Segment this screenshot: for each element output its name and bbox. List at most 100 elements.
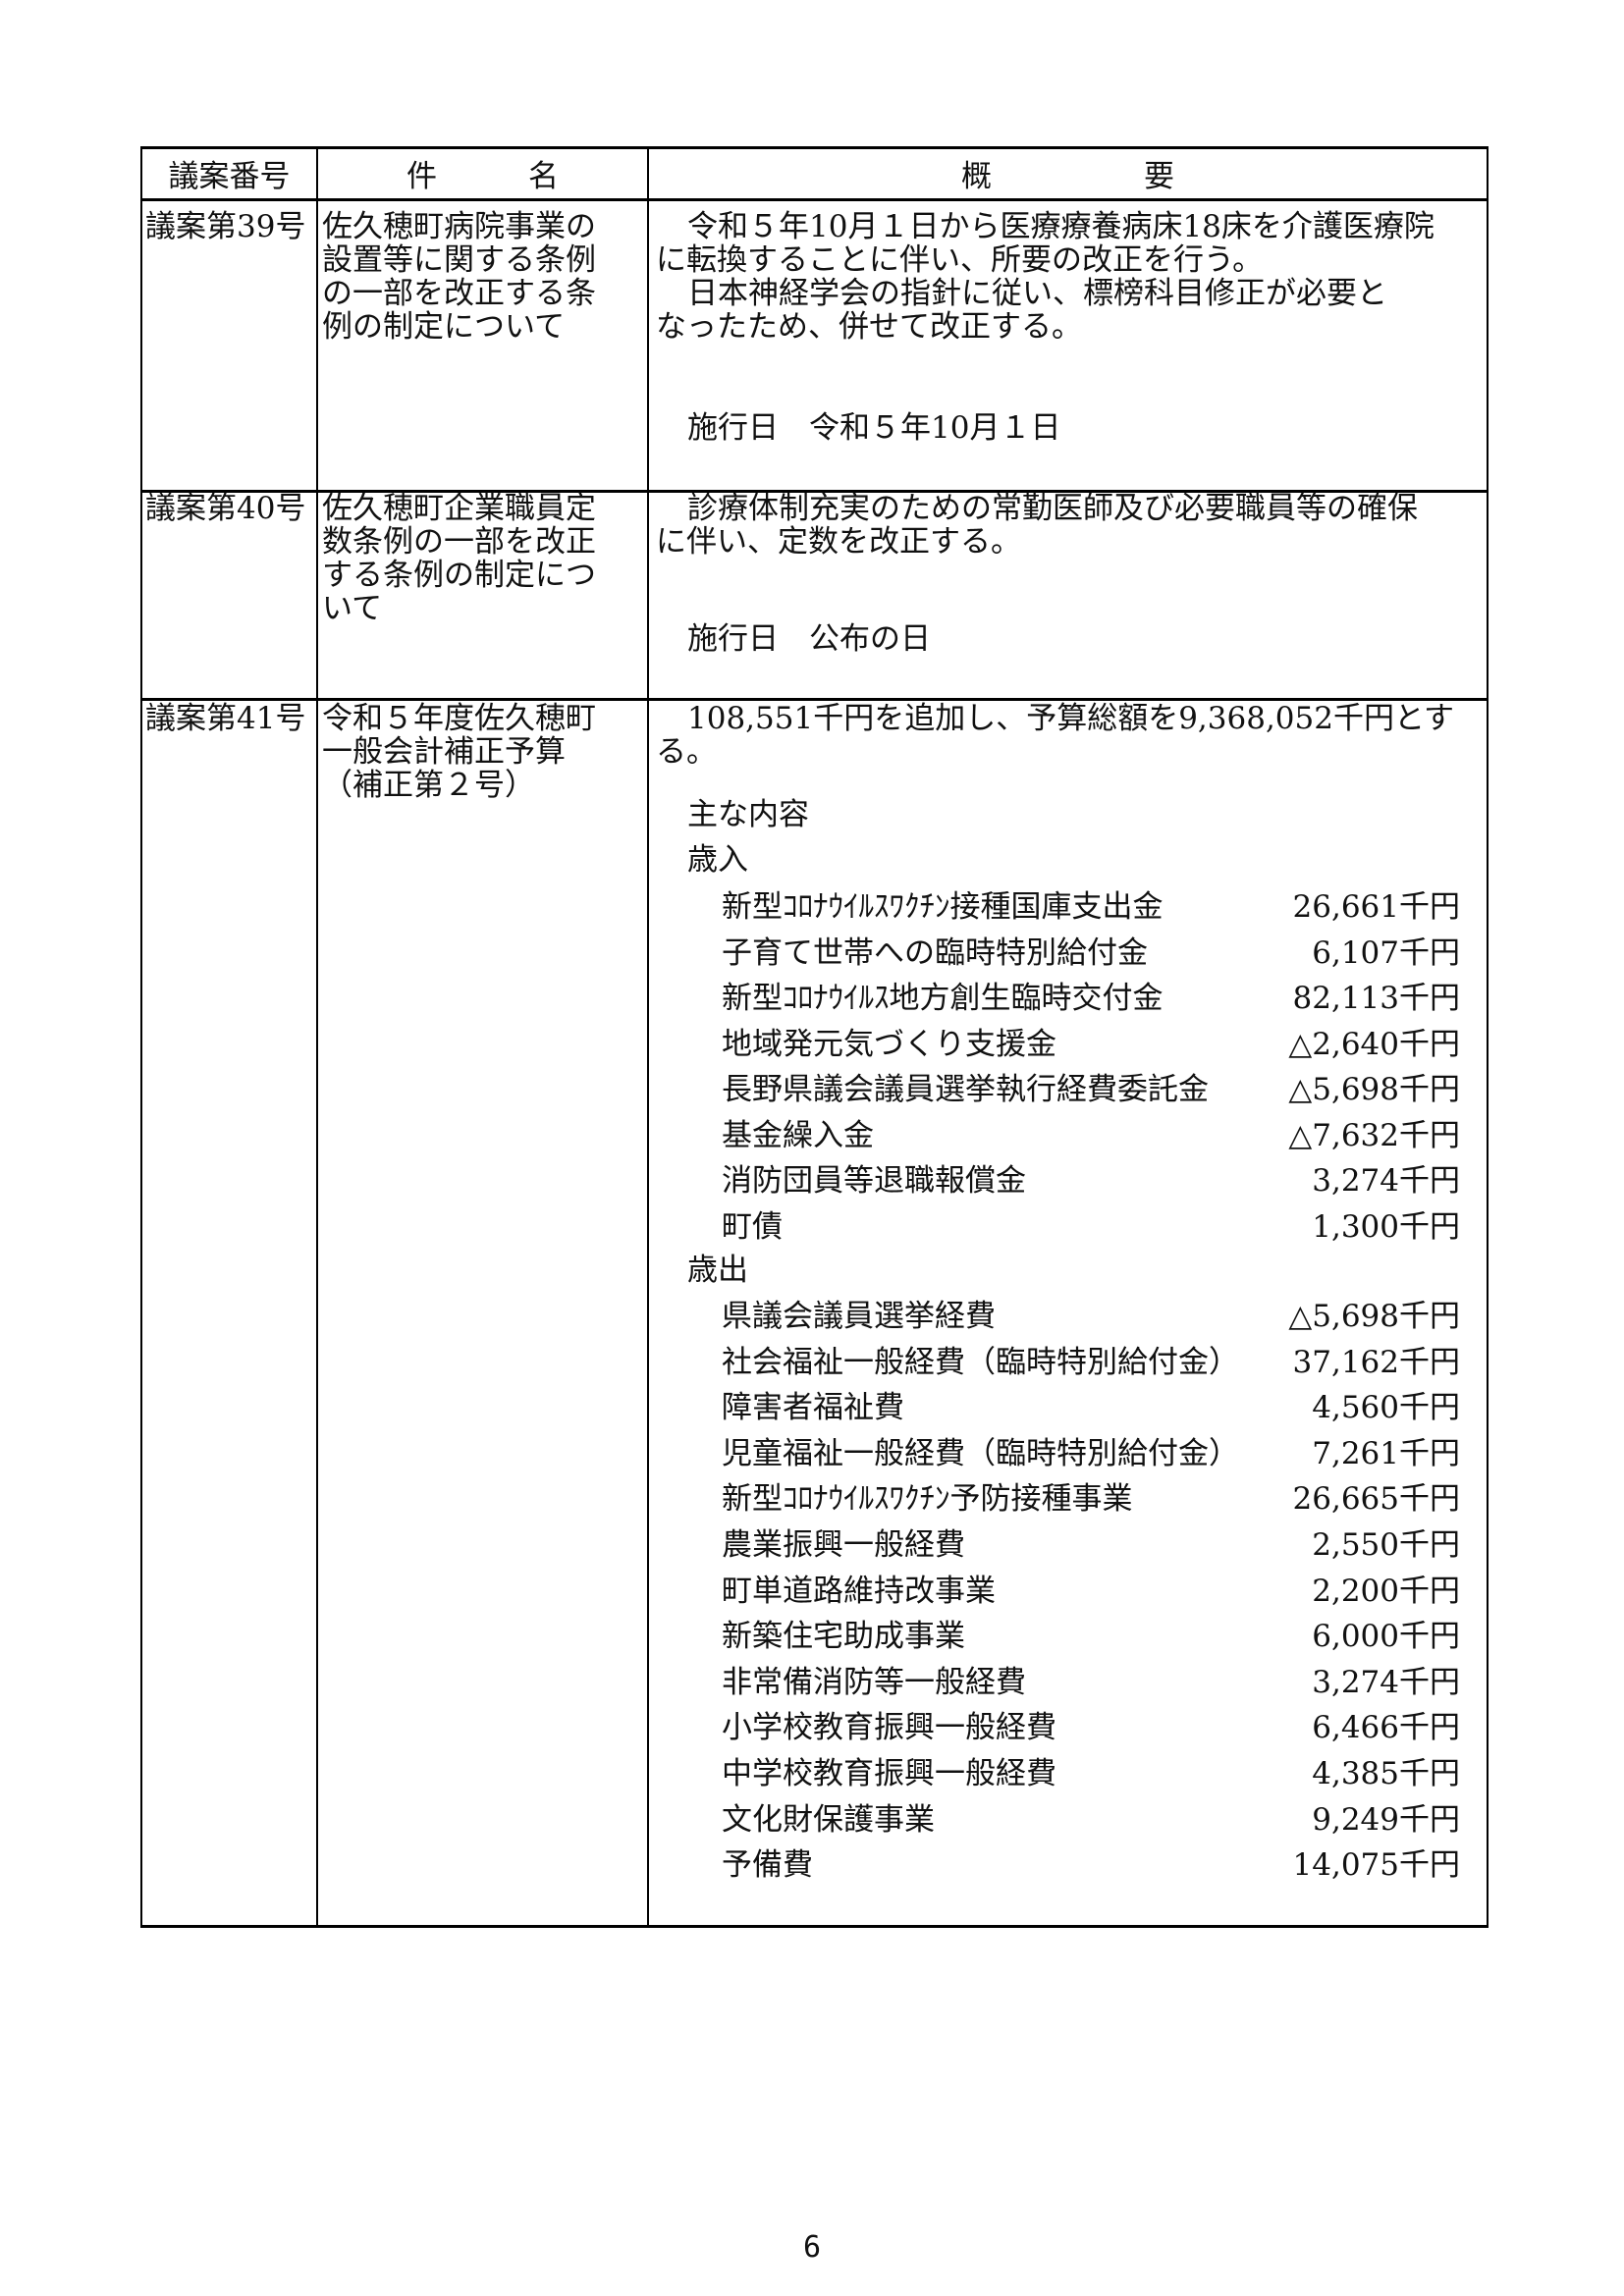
budget-item: 地域発元気づくり支援金 △2,640千円 — [722, 1022, 1460, 1067]
budget-item: 社会福祉一般経費（臨時特別給付金） 37,162千円 — [722, 1340, 1460, 1385]
budget-item: 文化財保護事業 9,249千円 — [722, 1797, 1460, 1842]
summary-line: 108,551千円を追加し、予算総額を9,368,052千円とす — [687, 701, 1455, 736]
row-divider — [140, 490, 1489, 493]
header-title: 件 名 — [406, 159, 559, 194]
page-number: 6 — [802, 2230, 822, 2265]
effective-date: 施行日 公布の日 — [687, 621, 931, 657]
budget-item-label: 県議会議員選挙経費 — [722, 1299, 996, 1334]
budget-item: 新築住宅助成事業 6,000千円 — [722, 1614, 1460, 1659]
budget-item-amount: 26,665千円 — [1292, 1481, 1460, 1518]
budget-item-label: 子育て世帯への臨時特別給付金 — [722, 934, 1148, 971]
table-border-left — [140, 146, 142, 1928]
budget-item: 新型ｺﾛﾅｳｲﾙｽﾜｸﾁﾝ接種国庫支出金 26,661千円 — [722, 884, 1460, 930]
budget-item-amount: 4,560千円 — [1312, 1390, 1460, 1426]
budget-item-label: 新築住宅助成事業 — [722, 1619, 965, 1655]
bill-title-line: いて — [322, 591, 383, 626]
budget-item-amount: 82,113千円 — [1292, 981, 1460, 1016]
budget-item-label: 児童福祉一般経費（臨時特別給付金） — [722, 1435, 1239, 1471]
budget-item-amount: 1,300千円 — [1312, 1208, 1460, 1245]
revenue-label: 歳入 — [687, 842, 748, 878]
budget-item-label: 地域発元気づくり支援金 — [722, 1026, 1056, 1062]
budget-item-label: 非常備消防等一般経費 — [722, 1664, 1026, 1700]
budget-item-label: 社会福祉一般経費（臨時特別給付金） — [722, 1344, 1239, 1380]
budget-item-label: 農業振興一般経費 — [722, 1527, 965, 1563]
budget-item-amount: △2,640千円 — [1288, 1026, 1460, 1062]
summary-line: に転換することに伴い、所要の改正を行う。 — [656, 242, 1264, 278]
column-divider — [316, 146, 318, 1928]
budget-item-amount: 6,466千円 — [1312, 1710, 1460, 1746]
summary-line: 日本神経学会の指針に従い、標榜科目修正が必要と — [687, 276, 1387, 311]
summary-line: 診療体制充実のための常勤医師及び必要職員等の確保 — [687, 491, 1418, 526]
budget-item-label: 町債 — [722, 1208, 783, 1245]
bill-title-line: 数条例の一部を改正 — [322, 524, 596, 560]
budget-item-label: 新型ｺﾛﾅｳｲﾙｽﾜｸﾁﾝ接種国庫支出金 — [722, 889, 1164, 925]
summary-line: に伴い、定数を改正する。 — [656, 524, 1021, 560]
summary-line: る。 — [656, 734, 717, 770]
bill-number: 議案第41号 — [145, 701, 306, 736]
budget-item-amount: 26,661千円 — [1292, 889, 1460, 925]
budget-item-label: 中学校教育振興一般経費 — [722, 1756, 1056, 1791]
budget-item-label: 基金繰入金 — [722, 1117, 874, 1153]
header-bill-number: 議案番号 — [168, 159, 291, 194]
bill-title-line: 令和５年度佐久穂町 — [322, 701, 596, 736]
budget-item-amount: 6,107千円 — [1312, 934, 1460, 971]
bill-title-line: （補正第２号） — [322, 768, 535, 803]
budget-item-amount: 2,550千円 — [1312, 1527, 1460, 1563]
budget-item: 新型ｺﾛﾅｳｲﾙｽﾜｸﾁﾝ予防接種事業 26,665千円 — [722, 1476, 1460, 1522]
budget-item-amount: 9,249千円 — [1312, 1801, 1460, 1838]
budget-item-label: 障害者福祉費 — [722, 1390, 904, 1426]
budget-item: 町債 1,300千円 — [722, 1204, 1460, 1250]
summary-line: なったため、併せて改正する。 — [656, 309, 1082, 345]
bill-title-line: 佐久穂町病院事業の — [322, 209, 596, 244]
budget-item: 非常備消防等一般経費 3,274千円 — [722, 1660, 1460, 1705]
budget-item: 子育て世帯への臨時特別給付金 6,107千円 — [722, 931, 1460, 976]
bill-title-line: の一部を改正する条 — [322, 276, 596, 311]
budget-item-label: 文化財保護事業 — [722, 1801, 935, 1838]
budget-item-label: 予備費 — [722, 1847, 813, 1884]
budget-item: 予備費 14,075千円 — [722, 1842, 1460, 1888]
budget-item: 町単道路維持改事業 2,200千円 — [722, 1569, 1460, 1614]
budget-item: 農業振興一般経費 2,550千円 — [722, 1522, 1460, 1568]
budget-item-amount: 6,000千円 — [1312, 1619, 1460, 1655]
table-border-bottom — [140, 1925, 1489, 1928]
bill-title-line: 一般会計補正予算 — [322, 734, 566, 770]
budget-item: 新型ｺﾛﾅｳｲﾙｽ地方創生臨時交付金 82,113千円 — [722, 976, 1460, 1021]
budget-item-amount: 3,274千円 — [1312, 1664, 1460, 1700]
budget-item: 消防団員等退職報償金 3,274千円 — [722, 1158, 1460, 1203]
bill-number: 議案第39号 — [145, 209, 306, 244]
budget-item-amount: △7,632千円 — [1288, 1117, 1460, 1153]
effective-date: 施行日 令和５年10月１日 — [687, 410, 1061, 446]
budget-item-amount: 7,261千円 — [1312, 1435, 1460, 1471]
budget-item-label: 新型ｺﾛﾅｳｲﾙｽﾜｸﾁﾝ予防接種事業 — [722, 1481, 1133, 1518]
budget-item: 中学校教育振興一般経費 4,385千円 — [722, 1751, 1460, 1796]
budget-item-label: 消防団員等退職報償金 — [722, 1163, 1026, 1199]
header-divider — [140, 198, 1489, 201]
budget-item-amount: 14,075千円 — [1292, 1847, 1460, 1884]
budget-item-amount: △5,698千円 — [1288, 1072, 1460, 1107]
budget-item: 基金繰入金 △7,632千円 — [722, 1113, 1460, 1158]
budget-item: 長野県議会議員選挙執行経費委託金 △5,698千円 — [722, 1067, 1460, 1112]
bill-number: 議案第40号 — [145, 491, 306, 526]
budget-item-label: 町単道路維持改事業 — [722, 1573, 996, 1609]
summary-line: 令和５年10月１日から医療療養病床18床を介護医療院 — [687, 209, 1435, 244]
table-border-top — [140, 146, 1489, 149]
header-summary: 概 要 — [961, 159, 1174, 194]
row-divider — [140, 698, 1489, 701]
budget-item-amount: 2,200千円 — [1312, 1573, 1460, 1609]
bill-title-line: 設置等に関する条例 — [322, 242, 596, 278]
bill-title-line: 例の制定について — [322, 309, 566, 345]
table-border-right — [1487, 146, 1489, 1928]
budget-item-amount: 37,162千円 — [1292, 1344, 1460, 1380]
budget-item: 障害者福祉費 4,560千円 — [722, 1385, 1460, 1430]
bill-title-line: 佐久穂町企業職員定 — [322, 491, 596, 526]
budget-item-amount: 3,274千円 — [1312, 1163, 1460, 1199]
expenditure-label: 歳出 — [687, 1253, 748, 1288]
budget-item-label: 小学校教育振興一般経費 — [722, 1710, 1056, 1746]
bill-title-line: する条例の制定につ — [322, 558, 596, 593]
budget-item: 県議会議員選挙経費 △5,698千円 — [722, 1294, 1460, 1339]
column-divider — [647, 146, 649, 1928]
budget-item-amount: 4,385千円 — [1312, 1756, 1460, 1791]
budget-item-amount: △5,698千円 — [1288, 1299, 1460, 1334]
budget-item-label: 長野県議会議員選挙執行経費委託金 — [722, 1072, 1209, 1107]
budget-item-label: 新型ｺﾛﾅｳｲﾙｽ地方創生臨時交付金 — [722, 981, 1164, 1016]
